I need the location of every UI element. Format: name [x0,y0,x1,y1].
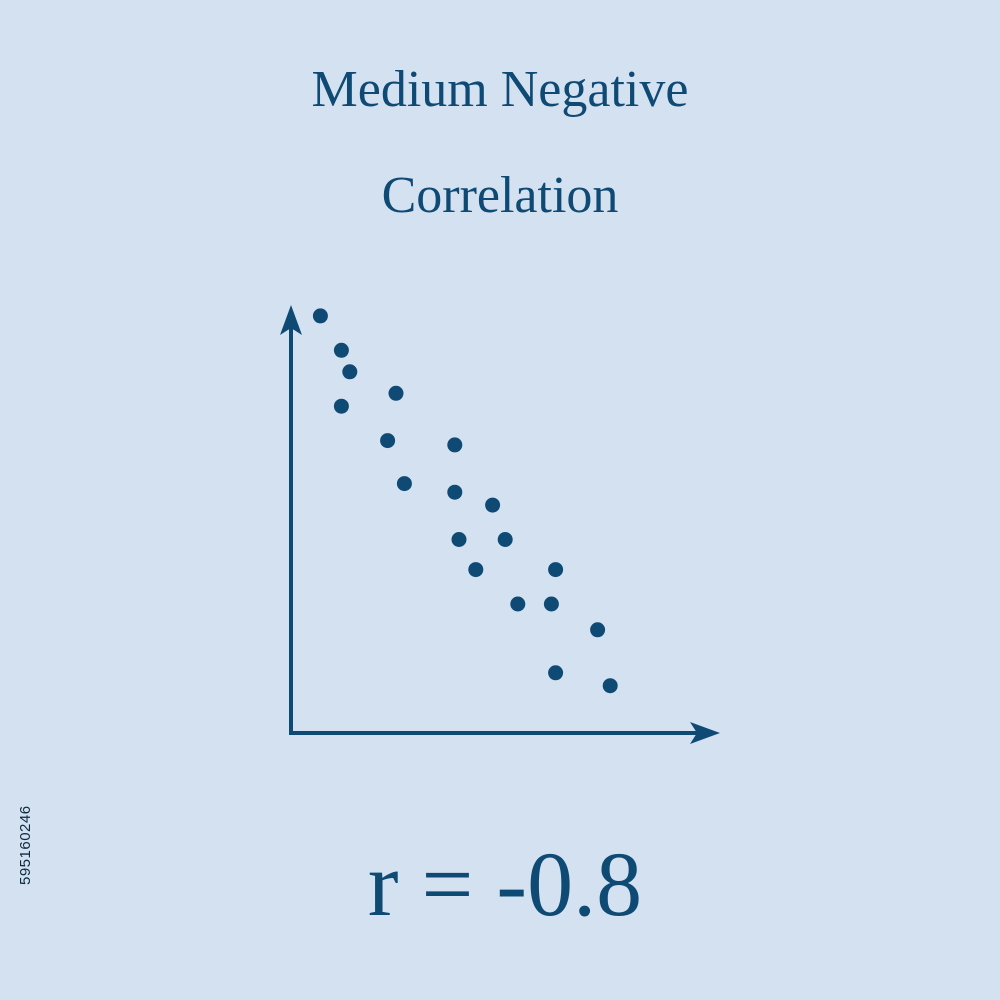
scatter-point [548,562,564,578]
scatter-point [543,596,559,612]
scatter-point [485,497,501,513]
y-axis-arrow-icon [280,305,302,335]
stock-id-text: 595160246 [17,805,34,885]
chart-title-line-2: Correlation [381,167,619,224]
stock-id-watermark: 595160246 [17,765,37,885]
scatter-point [447,484,463,500]
scatter-point [333,398,349,414]
x-axis-arrow-icon [690,722,720,744]
scatter-point [380,433,396,449]
correlation-coefficient: r = -0.8 [367,833,643,935]
chart-title-line-1: Medium Negative [311,61,689,118]
scatter-point [590,622,606,638]
chart-axes [280,305,720,744]
scatter-point [388,385,404,401]
scatter-point [497,532,513,547]
scatter-point [451,532,467,547]
scatter-point [396,476,412,492]
data-points [312,308,618,694]
scatter-point [510,596,526,612]
scatter-point [342,364,358,380]
scatter-point [333,342,349,358]
scatter-point [602,678,618,694]
scatter-point [312,308,328,324]
scatter-point [548,665,564,681]
scatter-point [468,562,484,578]
scatter-point [447,437,463,453]
